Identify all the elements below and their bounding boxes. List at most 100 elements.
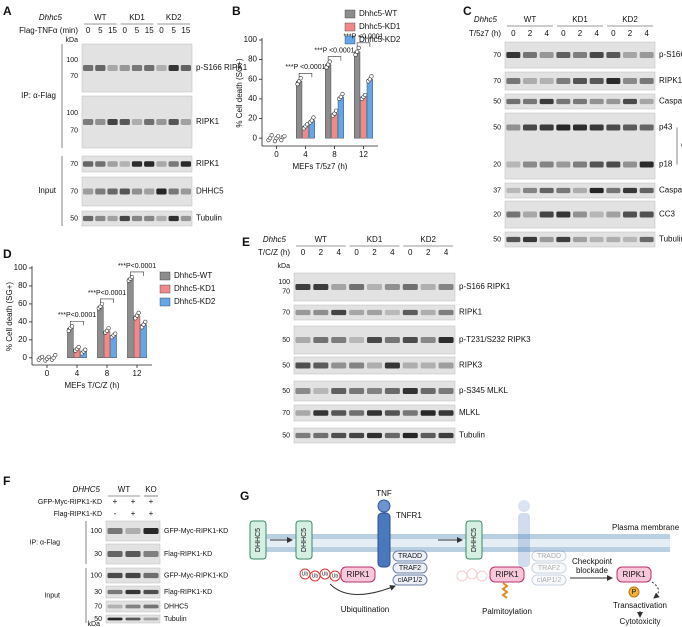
membrane bbox=[250, 547, 670, 552]
band bbox=[573, 52, 587, 58]
band bbox=[523, 236, 537, 243]
y-tick-label: 60 bbox=[18, 299, 27, 308]
lane-label: 0 bbox=[354, 248, 359, 257]
kda-label: 100 bbox=[90, 572, 102, 579]
row-label: p-S345 MLKL bbox=[459, 386, 508, 395]
band bbox=[623, 187, 637, 194]
band bbox=[95, 65, 106, 71]
row-label: DHHC5 bbox=[164, 603, 188, 610]
lane-label: + bbox=[131, 497, 136, 506]
band bbox=[313, 309, 329, 316]
membrane bbox=[250, 534, 670, 539]
band bbox=[131, 119, 143, 125]
bar bbox=[360, 96, 367, 139]
band bbox=[366, 309, 383, 316]
kda-label: 70 bbox=[282, 309, 290, 316]
lane-label: 0 bbox=[561, 29, 566, 38]
tnf bbox=[377, 499, 391, 513]
complex bbox=[531, 562, 567, 574]
gene-label: Dhhc5 bbox=[474, 15, 498, 24]
blot bbox=[504, 112, 656, 180]
kda-label: 70 bbox=[493, 78, 501, 85]
blot bbox=[105, 520, 161, 542]
band bbox=[606, 124, 621, 131]
band bbox=[523, 187, 537, 194]
band bbox=[420, 337, 436, 343]
band bbox=[349, 284, 365, 290]
band bbox=[144, 119, 155, 125]
band bbox=[331, 388, 347, 394]
y-tick-label: 40 bbox=[248, 94, 257, 103]
band bbox=[639, 52, 654, 58]
row-label: GFP-Myc-RIPK1-KD bbox=[164, 528, 228, 535]
band bbox=[523, 211, 537, 218]
band bbox=[573, 124, 587, 131]
y-axis-label: % Cell death (SG+) bbox=[5, 282, 14, 351]
band bbox=[384, 410, 400, 416]
band bbox=[119, 215, 130, 222]
band bbox=[606, 236, 621, 243]
kda-label: 50 bbox=[94, 616, 102, 623]
band bbox=[366, 337, 383, 343]
band bbox=[639, 78, 654, 84]
blot bbox=[293, 304, 456, 321]
band bbox=[438, 362, 454, 369]
blot bbox=[293, 380, 456, 402]
bar bbox=[103, 330, 111, 359]
replicate-point bbox=[136, 310, 141, 316]
kda-label: 70 bbox=[282, 410, 290, 417]
lane-label: 0 bbox=[301, 248, 306, 257]
outcome-label: Cytotoxicity bbox=[620, 617, 661, 626]
x-tick-label: 8 bbox=[105, 369, 110, 378]
x-axis-label: MEFs T/C/Z (h) bbox=[65, 381, 120, 390]
band bbox=[349, 309, 365, 316]
band bbox=[349, 388, 365, 394]
band bbox=[589, 78, 604, 84]
step-label: Ubiquitination bbox=[341, 605, 389, 614]
band bbox=[384, 337, 400, 343]
lane-label: + bbox=[113, 497, 118, 506]
band bbox=[131, 215, 143, 222]
lane-label: 2 bbox=[578, 29, 583, 38]
band bbox=[539, 236, 554, 243]
band bbox=[573, 78, 587, 84]
kda-label: 50 bbox=[282, 362, 290, 369]
band bbox=[180, 215, 192, 222]
x-tick-label: 8 bbox=[332, 150, 337, 159]
band bbox=[556, 78, 571, 84]
lane-label: 0 bbox=[123, 26, 128, 35]
dhhc5-label: DHHC5 bbox=[471, 528, 478, 552]
sig-bracket bbox=[100, 298, 114, 303]
sig-label: ***P <0.0001 bbox=[314, 47, 354, 54]
phospho bbox=[628, 586, 640, 598]
group-label: KD2 bbox=[420, 235, 436, 244]
panel-letter: B bbox=[232, 4, 241, 18]
row-label: p-S166 RIPK1 bbox=[459, 282, 511, 291]
band bbox=[606, 78, 621, 84]
lane-label: - bbox=[114, 509, 117, 518]
legend-swatch bbox=[344, 35, 356, 45]
band bbox=[82, 188, 94, 195]
panel-letter: C bbox=[463, 4, 472, 18]
band bbox=[313, 362, 329, 369]
gene-label: DHHC5 bbox=[72, 485, 100, 494]
band bbox=[349, 410, 365, 416]
band bbox=[506, 161, 521, 168]
complex bbox=[531, 550, 567, 562]
band bbox=[144, 215, 155, 222]
receptor bbox=[377, 512, 391, 568]
replicate-point bbox=[355, 49, 360, 54]
band bbox=[573, 161, 587, 168]
lane-label: 2 bbox=[372, 248, 377, 257]
band bbox=[523, 124, 537, 131]
band bbox=[556, 161, 571, 168]
legend-label: Dhhc5-KD2 bbox=[359, 35, 401, 44]
band bbox=[168, 215, 179, 222]
complex-label: TRAF2 bbox=[538, 565, 560, 572]
band bbox=[639, 187, 654, 194]
section-label: IP: α-Flag bbox=[30, 539, 61, 546]
lane-label: 4 bbox=[644, 29, 649, 38]
lane-label: 5 bbox=[171, 26, 176, 35]
band bbox=[95, 119, 106, 125]
sig-label: ***P<0.0001 bbox=[88, 290, 126, 297]
